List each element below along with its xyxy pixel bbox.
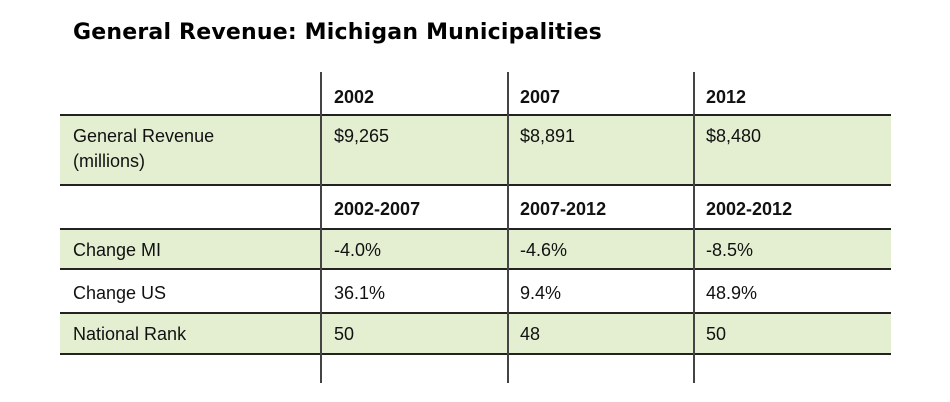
row-divider — [60, 268, 891, 270]
row-label-change-mi: Change MI — [73, 240, 162, 260]
national-rank-value: 50 — [334, 324, 355, 344]
change-us-value: 9.4% — [520, 283, 562, 303]
revenue-label-line1: General Revenue — [73, 126, 215, 146]
header-period-2002-2012: 2002-2012 — [706, 199, 793, 219]
row-band-change-mi — [60, 230, 891, 268]
header-period-2007-2012: 2007-2012 — [520, 199, 607, 219]
table-title: General Revenue: Michigan Municipalities — [73, 20, 602, 45]
row-label-national-rank: National Rank — [73, 324, 187, 344]
row-divider — [60, 312, 891, 314]
row-band-national-rank — [60, 314, 891, 353]
column-divider — [507, 72, 509, 383]
header-period-2002-2007: 2002-2007 — [334, 199, 421, 219]
revenue-label-line2: (millions) — [73, 151, 145, 171]
national-rank-value: 48 — [520, 324, 541, 344]
change-us-value: 48.9% — [706, 283, 758, 303]
row-divider — [60, 228, 891, 230]
row-label-change-us: Change US — [73, 283, 167, 303]
change-mi-value: -8.5% — [706, 240, 754, 260]
header-year-2012: 2012 — [706, 87, 747, 107]
header-year-2007: 2007 — [520, 87, 561, 107]
change-mi-value: -4.0% — [334, 240, 382, 260]
row-divider — [60, 184, 891, 186]
column-divider — [693, 72, 695, 383]
revenue-value-2002: $9,265 — [334, 126, 390, 146]
row-divider — [60, 353, 891, 355]
change-us-value: 36.1% — [334, 283, 386, 303]
national-rank-value: 50 — [706, 324, 727, 344]
column-divider — [320, 72, 322, 383]
row-band-revenue — [60, 116, 891, 184]
header-year-2002: 2002 — [334, 87, 375, 107]
change-mi-value: -4.6% — [520, 240, 568, 260]
row-divider — [60, 114, 891, 116]
revenue-value-2012: $8,480 — [706, 126, 762, 146]
revenue-value-2007: $8,891 — [520, 126, 576, 146]
